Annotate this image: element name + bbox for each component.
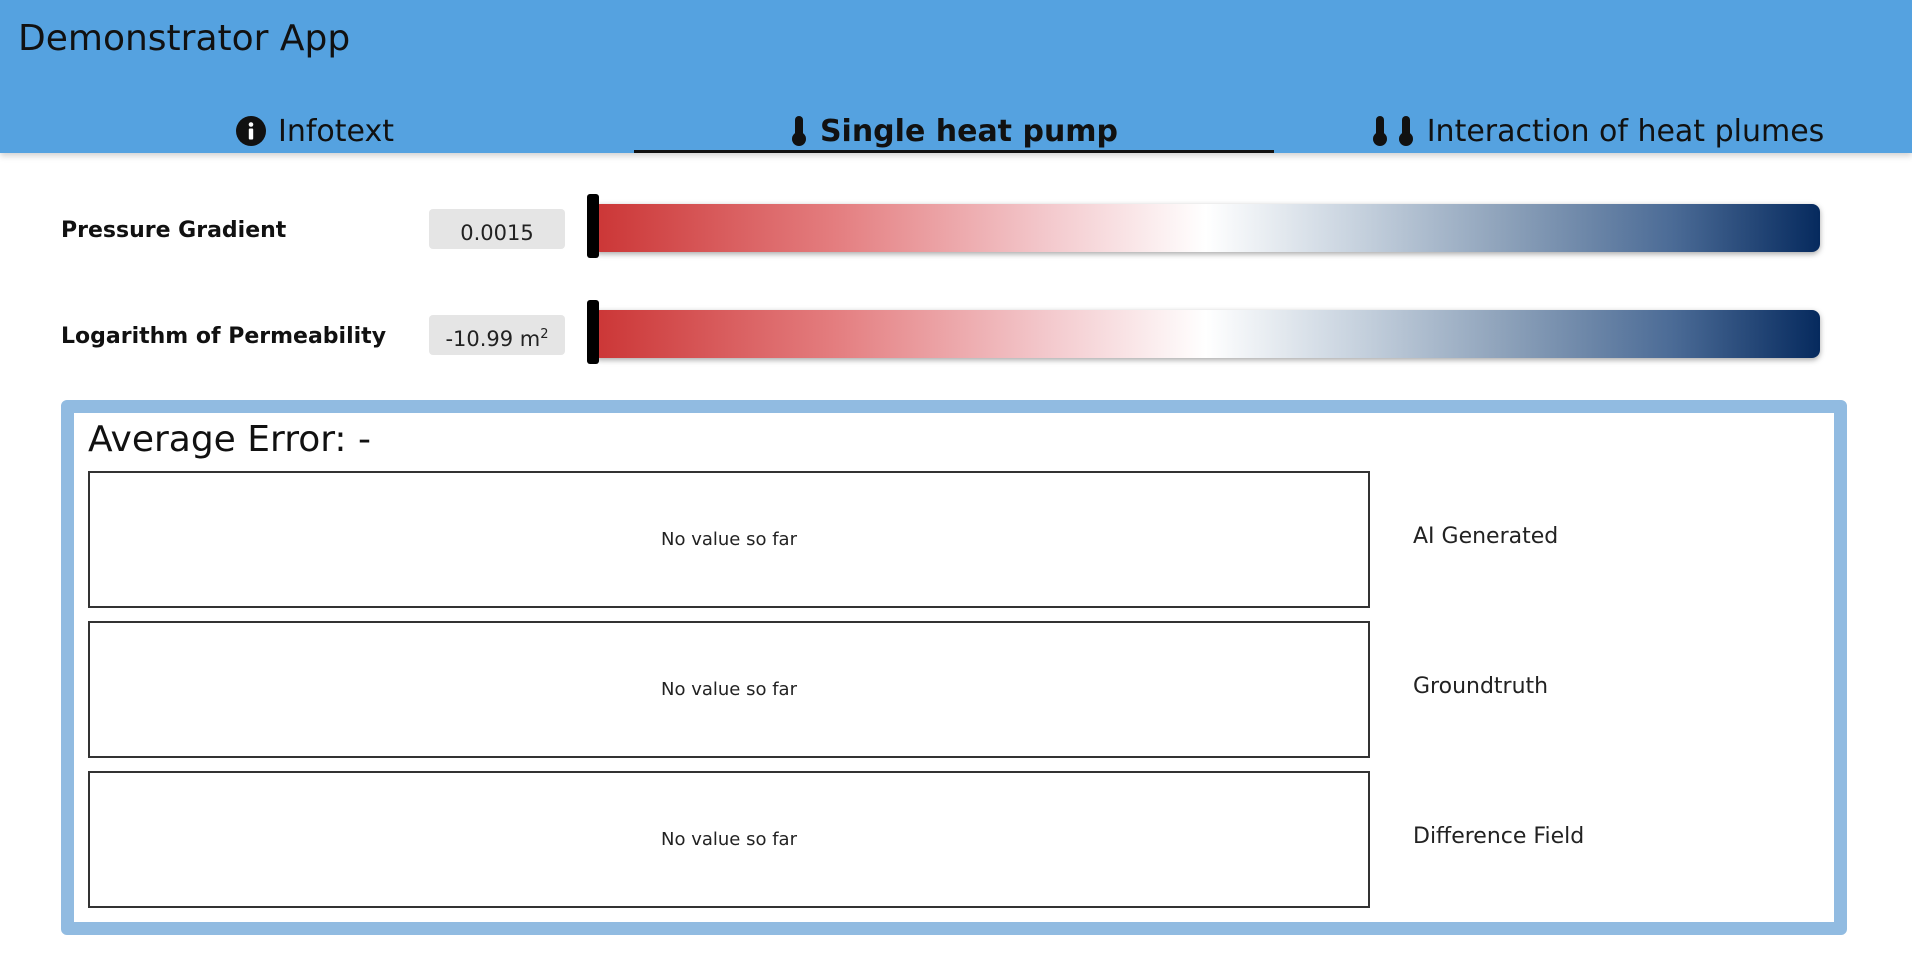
tab-interaction-icons bbox=[1371, 114, 1415, 148]
results-panel: Average Error: - No value so far AI Gene… bbox=[61, 400, 1847, 935]
difference-field-label: Difference Field bbox=[1413, 824, 1585, 849]
groundtruth-label: Groundtruth bbox=[1413, 674, 1549, 699]
pressure-gradient-slider-track[interactable] bbox=[592, 204, 1820, 252]
groundtruth-field: No value so far bbox=[88, 621, 1370, 758]
pressure-gradient-value: 0.0015 bbox=[429, 209, 565, 249]
tab-single-heat-pump-label: Single heat pump bbox=[819, 114, 1119, 149]
tab-infotext[interactable]: Infotext bbox=[236, 104, 394, 153]
permeability-value: -10.99 m2 bbox=[429, 315, 565, 355]
ai-generated-field: No value so far bbox=[88, 471, 1370, 608]
permeability-label: Logarithm of Permeability bbox=[61, 324, 387, 349]
average-error-heading: Average Error: - bbox=[88, 419, 371, 460]
result-row-ai-generated: No value so far AI Generated bbox=[88, 471, 1828, 608]
tab-infotext-label: Infotext bbox=[278, 114, 394, 149]
tab-interaction-label: Interaction of heat plumes bbox=[1426, 114, 1825, 149]
tab-single-heat-pump[interactable]: Single heat pump bbox=[634, 104, 1274, 153]
tab-interaction-of-heat-plumes[interactable]: Interaction of heat plumes bbox=[1372, 104, 1824, 153]
result-row-difference-field: No value so far Difference Field bbox=[88, 771, 1828, 908]
difference-field: No value so far bbox=[88, 771, 1370, 908]
ai-generated-label: AI Generated bbox=[1413, 524, 1559, 549]
permeability-value-unit: 2 bbox=[540, 327, 549, 342]
thermometer-icon bbox=[1372, 116, 1387, 146]
tab-single-heat-pump-icons bbox=[790, 114, 808, 148]
thermometer-icon bbox=[1398, 116, 1413, 146]
permeability-slider-track[interactable] bbox=[592, 310, 1820, 358]
pressure-gradient-label: Pressure Gradient bbox=[61, 218, 287, 243]
permeability-row: Logarithm of Permeability -10.99 m2 bbox=[0, 300, 1912, 368]
app-title: Demonstrator App bbox=[18, 18, 351, 59]
permeability-slider-thumb[interactable] bbox=[587, 300, 599, 364]
pressure-gradient-row: Pressure Gradient 0.0015 bbox=[0, 194, 1912, 262]
permeability-value-text: -10.99 m bbox=[445, 327, 541, 351]
tab-infotext-icons bbox=[236, 114, 266, 148]
pressure-gradient-value-text: 0.0015 bbox=[460, 221, 534, 245]
result-row-groundtruth: No value so far Groundtruth bbox=[88, 621, 1828, 758]
app-header: Demonstrator App Infotext Single heat pu… bbox=[0, 0, 1912, 153]
info-icon bbox=[236, 116, 266, 146]
thermometer-icon bbox=[791, 116, 806, 146]
pressure-gradient-slider-thumb[interactable] bbox=[587, 194, 599, 258]
